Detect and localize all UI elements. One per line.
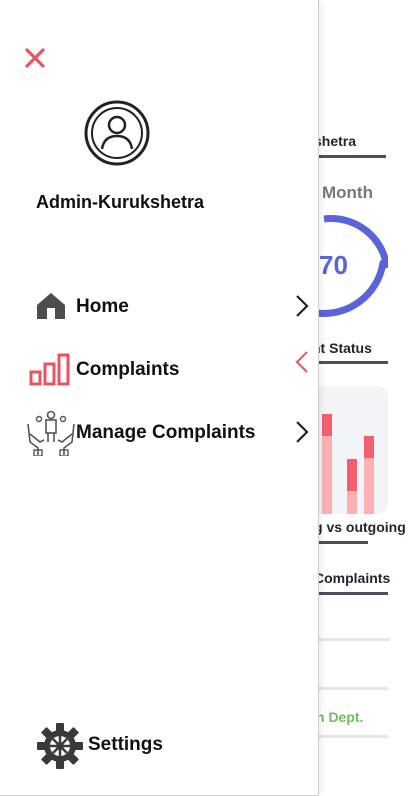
status-underline — [310, 361, 388, 364]
chart-bar-top — [364, 436, 374, 458]
chevron-right-icon — [296, 295, 309, 317]
chart-bar-top — [322, 414, 332, 436]
user-name: Admin-Kurukshetra — [36, 192, 205, 212]
chart-bar-top — [347, 459, 357, 491]
people-hands-icon — [27, 410, 75, 456]
settings-button[interactable]: Settings — [36, 722, 256, 770]
nav-item-complaints[interactable]: Complaints — [0, 347, 318, 391]
chevron-left-icon — [295, 351, 308, 373]
bar-chart-icon — [29, 353, 70, 386]
avatar-icon — [84, 100, 150, 166]
chart-bar — [322, 436, 332, 514]
list-divider — [310, 687, 388, 690]
nav-label-complaints: Complaints — [76, 359, 180, 380]
list-divider — [310, 735, 388, 738]
complaints-fragment: Complaints — [314, 570, 391, 586]
chevron-right-icon — [296, 421, 309, 443]
header-fragment: shetra — [314, 133, 357, 149]
list-divider — [310, 638, 390, 641]
header-underline — [310, 155, 386, 158]
progress-gauge — [312, 215, 388, 317]
settings-label: Settings — [88, 734, 163, 755]
home-icon — [37, 293, 65, 319]
gear-icon — [37, 723, 83, 769]
status-fragment: nt Status — [312, 340, 372, 356]
close-icon[interactable] — [24, 47, 46, 69]
dept-fragment: n Dept. — [316, 709, 364, 725]
gauge-value: 70 — [319, 250, 348, 280]
navigation-drawer: Admin-Kurukshetra Home Complaints — [0, 0, 319, 796]
nav-item-manage-complaints[interactable]: Manage Complaints — [0, 410, 318, 456]
caption-underline — [310, 541, 368, 544]
chart-bar — [364, 458, 374, 514]
month-label: Month — [322, 183, 373, 202]
chart-caption-fragment: g vs outgoing — [314, 519, 406, 535]
complaints-underline — [310, 592, 388, 595]
nav-label-home: Home — [76, 296, 129, 317]
chart-bar — [347, 491, 357, 514]
nav-label-manage-complaints: Manage Complaints — [76, 422, 256, 443]
nav-item-home[interactable]: Home — [0, 284, 318, 328]
